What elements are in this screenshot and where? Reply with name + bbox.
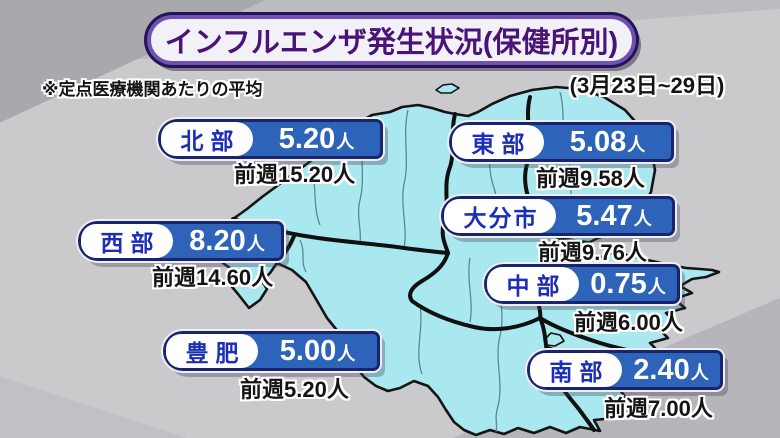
prev-value: 6.00 — [618, 310, 661, 335]
prev-unit: 人 — [251, 265, 274, 290]
region-name-plate: 大分市 — [444, 199, 556, 233]
region-badge-hokubu: 北部 5.20人 — [158, 119, 383, 159]
prev-value: 9.58 — [580, 166, 623, 191]
value-unit: 人 — [336, 131, 355, 152]
region-value: 5.20人 — [253, 123, 380, 156]
region-name: 北部 — [180, 128, 241, 154]
value-number: 5.47 — [576, 199, 633, 232]
prev-label: 前週 — [604, 396, 649, 421]
region-value: 0.75人 — [579, 268, 677, 301]
value-number: 0.75 — [590, 267, 647, 300]
region-name-plate: 中部 — [487, 267, 579, 301]
value-unit: 人 — [647, 276, 666, 297]
value-number: 2.40 — [633, 353, 690, 386]
prev-value: 5.20 — [284, 377, 327, 402]
value-unit: 人 — [246, 233, 265, 254]
region-name: 東部 — [471, 131, 532, 157]
period-text: (3月23日~29日) — [569, 73, 725, 98]
region-name: 大分市 — [463, 205, 539, 231]
prev-label: 前週 — [536, 166, 581, 191]
prev-value: 9.76 — [582, 240, 625, 265]
region-name: 中部 — [506, 273, 567, 299]
region-badge-hohi: 豊肥 5.00人 — [163, 331, 380, 371]
region-name-plate: 北部 — [161, 122, 253, 156]
prev-label: 前週 — [234, 162, 279, 187]
region-badge-seibu: 西部 8.20人 — [78, 221, 284, 261]
region-name-plate: 南部 — [530, 353, 622, 387]
prev-week-hohi: 前週5.20人 — [240, 372, 349, 404]
region-value: 5.47人 — [556, 200, 672, 233]
region-badge-tobu: 東部 5.08人 — [449, 122, 674, 162]
prev-week-nanbu: 前週7.00人 — [604, 391, 713, 423]
region-name: 豊肥 — [185, 340, 246, 366]
value-unit: 人 — [633, 208, 652, 229]
prev-week-hokubu: 前週15.20人 — [234, 157, 355, 189]
value-unit: 人 — [627, 134, 646, 155]
value-number: 5.20 — [278, 122, 336, 155]
region-badge-chubu: 中部 0.75人 — [484, 264, 680, 304]
region-name: 南部 — [549, 359, 610, 385]
himeshima-island — [435, 83, 460, 94]
region-name-plate: 東部 — [452, 125, 544, 159]
prev-unit: 人 — [622, 166, 645, 191]
title-banner: インフルエンザ発生状況(保健所別) — [147, 15, 636, 65]
prev-week-seibu: 前週14.60人 — [152, 260, 273, 292]
value-unit: 人 — [690, 362, 709, 383]
prev-unit: 人 — [326, 377, 349, 402]
prev-label: 前週 — [538, 240, 583, 265]
prev-value: 15.20 — [278, 162, 334, 187]
prefecture-outline — [213, 85, 721, 437]
prev-value: 7.00 — [648, 396, 691, 421]
region-name-plate: 西部 — [81, 224, 173, 258]
prev-value: 14.60 — [196, 265, 252, 290]
prev-unit: 人 — [660, 310, 683, 335]
prev-unit: 人 — [333, 162, 356, 187]
prev-unit: 人 — [690, 396, 713, 421]
prev-week-oita-city: 前週9.76人 — [538, 235, 647, 267]
value-number: 5.08 — [569, 125, 627, 158]
prev-label: 前週 — [240, 377, 285, 402]
region-name: 西部 — [100, 230, 161, 256]
value-unit: 人 — [337, 343, 356, 364]
region-value: 8.20人 — [173, 225, 281, 258]
value-number: 8.20 — [189, 224, 246, 257]
region-value: 5.08人 — [544, 126, 671, 159]
note-text: ※定点医療機関あたりの平均 — [42, 80, 263, 99]
value-number: 5.00 — [279, 334, 337, 367]
prev-week-tobu: 前週9.58人 — [536, 161, 645, 193]
region-name-plate: 豊肥 — [166, 334, 258, 368]
region-badge-oita-city: 大分市 5.47人 — [441, 196, 675, 236]
region-value: 2.40人 — [622, 354, 720, 387]
prev-label: 前週 — [574, 310, 619, 335]
page-title: インフルエンザ発生状況(保健所別) — [164, 27, 619, 59]
region-badge-nanbu: 南部 2.40人 — [527, 350, 723, 390]
prev-unit: 人 — [624, 240, 647, 265]
prev-label: 前週 — [152, 265, 197, 290]
prev-week-chubu: 前週6.00人 — [574, 305, 683, 337]
region-value: 5.00人 — [258, 335, 377, 368]
